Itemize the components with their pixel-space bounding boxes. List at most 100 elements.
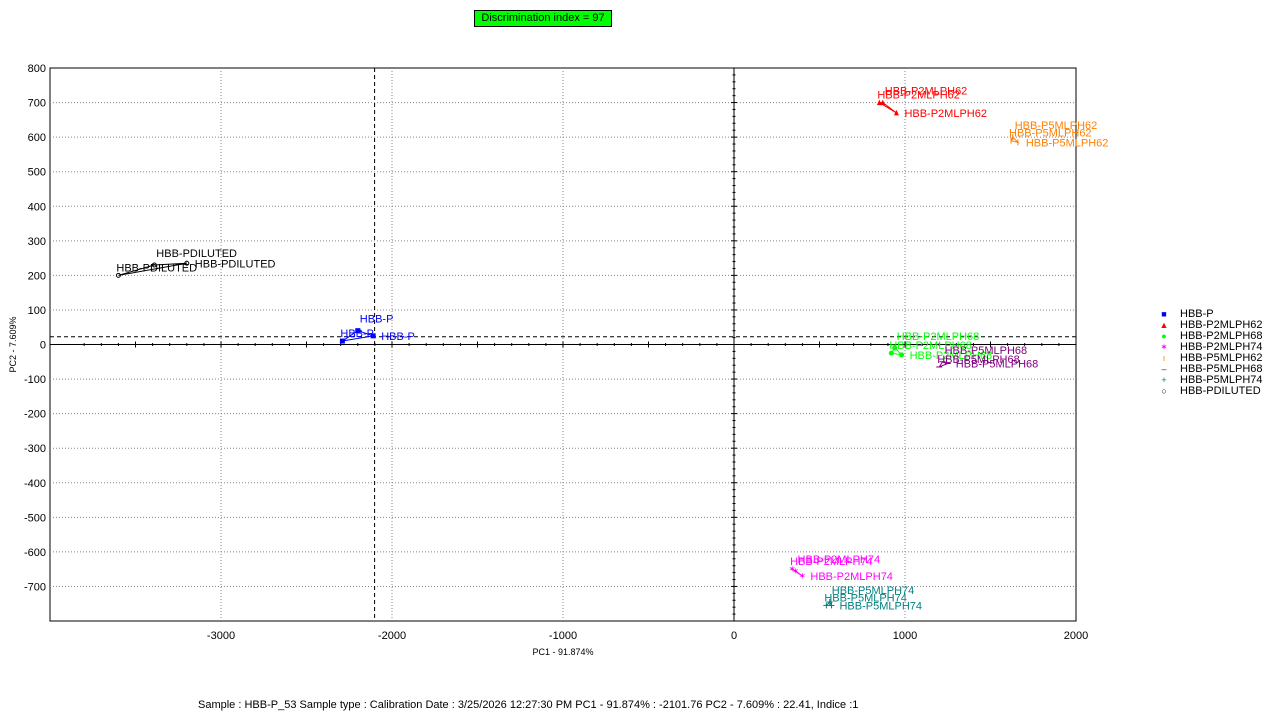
legend-item: – HBB-P5MLPH68 [1148, 363, 1263, 375]
legend-label: HBB-PDILUTED [1180, 385, 1261, 397]
series-outline [879, 102, 897, 114]
data-label: HBB-P2MLPH68 [897, 331, 980, 343]
data-label: HBB-P5MLPH62 [1026, 137, 1109, 149]
data-label: HBB-PDILUTED [156, 248, 237, 260]
data-point [880, 99, 886, 106]
dash-marker-icon: – [1161, 364, 1167, 374]
data-point: ✶ [788, 564, 796, 574]
x-axis-label: PC1 - 91.874% [532, 647, 593, 657]
data-label: HBB-P5MLPH74 [839, 600, 922, 612]
legend: ■ HBB-P ▲ HBB-P2MLPH62 ● HBB-P2MLPH68 ✶ HBB-P2M… [1148, 309, 1263, 397]
y-tick-label: 400 [28, 201, 46, 213]
legend-label: HBB-P2MLPH68 [1180, 330, 1263, 342]
legend-item: ■ HBB-P [1148, 309, 1263, 320]
data-label: HBB-P2MLPH62 [904, 108, 987, 120]
data-label: HBB-P2MLPH62 [885, 86, 968, 98]
data-label: HBB-P5MLPH62 [1009, 128, 1092, 140]
series-hbb-p: HBB-P HBB-P HBB-P [339, 314, 415, 344]
y-axis-label: PC2 - 7.609% [8, 316, 18, 372]
data-point [355, 328, 361, 334]
series-outline [938, 361, 950, 368]
data-label: HBB-P [340, 328, 374, 340]
data-point [151, 262, 157, 268]
data-label: HBB-P [381, 331, 415, 343]
data-label: HBB-P2MLPH74 [810, 571, 893, 583]
data-point: ✶ [792, 566, 800, 576]
data-point [339, 338, 345, 344]
data-label: HBB-P2MLPH62 [877, 90, 960, 102]
y-tick-label: -500 [24, 512, 46, 524]
circle-marker-icon: ● [1161, 331, 1167, 341]
legend-item: ✶ HBB-P2MLPH74 [1148, 341, 1263, 353]
legend-label: HBB-P5MLPH74 [1180, 374, 1263, 386]
legend-label: HBB-P2MLPH74 [1180, 341, 1263, 353]
x-tick-label: -2000 [378, 630, 406, 642]
x-tick-label: -3000 [207, 630, 235, 642]
legend-label: HBB-P5MLPH62 [1180, 352, 1263, 364]
data-point [876, 99, 882, 106]
data-label: HBB-P5MLPH74 [824, 592, 907, 604]
data-label: HBB-P5MLPH68 [937, 354, 1020, 366]
data-label: HBB-P5MLPH62 [1015, 120, 1098, 132]
vbar-marker-icon: ı [1162, 353, 1166, 363]
data-label: HBB-P2MLPH74 [798, 554, 881, 566]
y-tick-label: -300 [24, 443, 46, 455]
y-tick-label: 100 [28, 305, 46, 317]
data-label: HBB-P5MLPH68 [956, 359, 1039, 371]
data-point: ✶ [799, 571, 807, 581]
series-outline [342, 330, 374, 342]
series-outline [118, 262, 187, 276]
legend-item: ▲ HBB-P2MLPH62 [1148, 320, 1263, 331]
data-point [892, 345, 898, 351]
legend-item: ı HBB-P5MLPH62 [1148, 353, 1263, 364]
legend-item: ● HBB-P2MLPH68 [1148, 330, 1263, 342]
data-point [893, 109, 899, 116]
y-tick-label: -400 [24, 478, 46, 490]
y-tick-label: 800 [28, 63, 46, 75]
legend-label: HBB-P5MLPH68 [1180, 363, 1263, 375]
x-tick-label: 1000 [893, 630, 917, 642]
legend-label: HBB-P [1180, 308, 1214, 320]
data-point [184, 260, 190, 266]
data-point [899, 352, 905, 358]
series-outline [791, 568, 803, 577]
x-tick-label: -1000 [549, 630, 577, 642]
series-outline [1010, 136, 1020, 144]
y-tick-label: 300 [28, 236, 46, 248]
data-point [888, 350, 894, 356]
y-tick-label: -700 [24, 581, 46, 593]
y-tick-label: 700 [28, 98, 46, 110]
y-tick-label: -600 [24, 547, 46, 559]
data-label: HBB-P [360, 314, 394, 326]
x-tick-label: 0 [731, 630, 737, 642]
data-label: HBB-P5MLPH74 [832, 585, 915, 597]
y-tick-label: 600 [28, 132, 46, 144]
y-tick-label: 200 [28, 270, 46, 282]
data-label: HBB-P2MLPH68 [910, 350, 993, 362]
y-tick-label: 0 [40, 340, 46, 352]
data-label: HBB-P2MLPH74 [790, 556, 873, 568]
ring-marker-icon: ○ [1161, 386, 1167, 396]
legend-item: + HBB-P5MLPH74 [1148, 374, 1263, 386]
y-tick-label: -200 [24, 409, 46, 421]
plus-marker-icon: + [1161, 375, 1167, 385]
data-label: HBB-P5MLPH68 [945, 345, 1028, 357]
data-point [370, 333, 376, 339]
triangle-marker-icon: ▲ [1159, 320, 1169, 330]
data-label: HBB-P2MLPH68 [889, 340, 972, 352]
series-hbb-p2mlph74: ✶HBB-P2MLPH74✶HBB-P2MLPH74✶ HBB-P2MLPH74 [788, 554, 893, 583]
square-marker-icon: ■ [1161, 309, 1167, 319]
data-point [115, 272, 121, 278]
y-tick-label: -100 [24, 374, 46, 386]
sample-info-footer: Sample : HBB-P_53 Sample type : Calibrat… [198, 699, 859, 711]
legend-label: HBB-P2MLPH62 [1180, 319, 1263, 331]
star-marker-icon: ✶ [1160, 342, 1168, 352]
x-tick-label: 2000 [1064, 630, 1088, 642]
